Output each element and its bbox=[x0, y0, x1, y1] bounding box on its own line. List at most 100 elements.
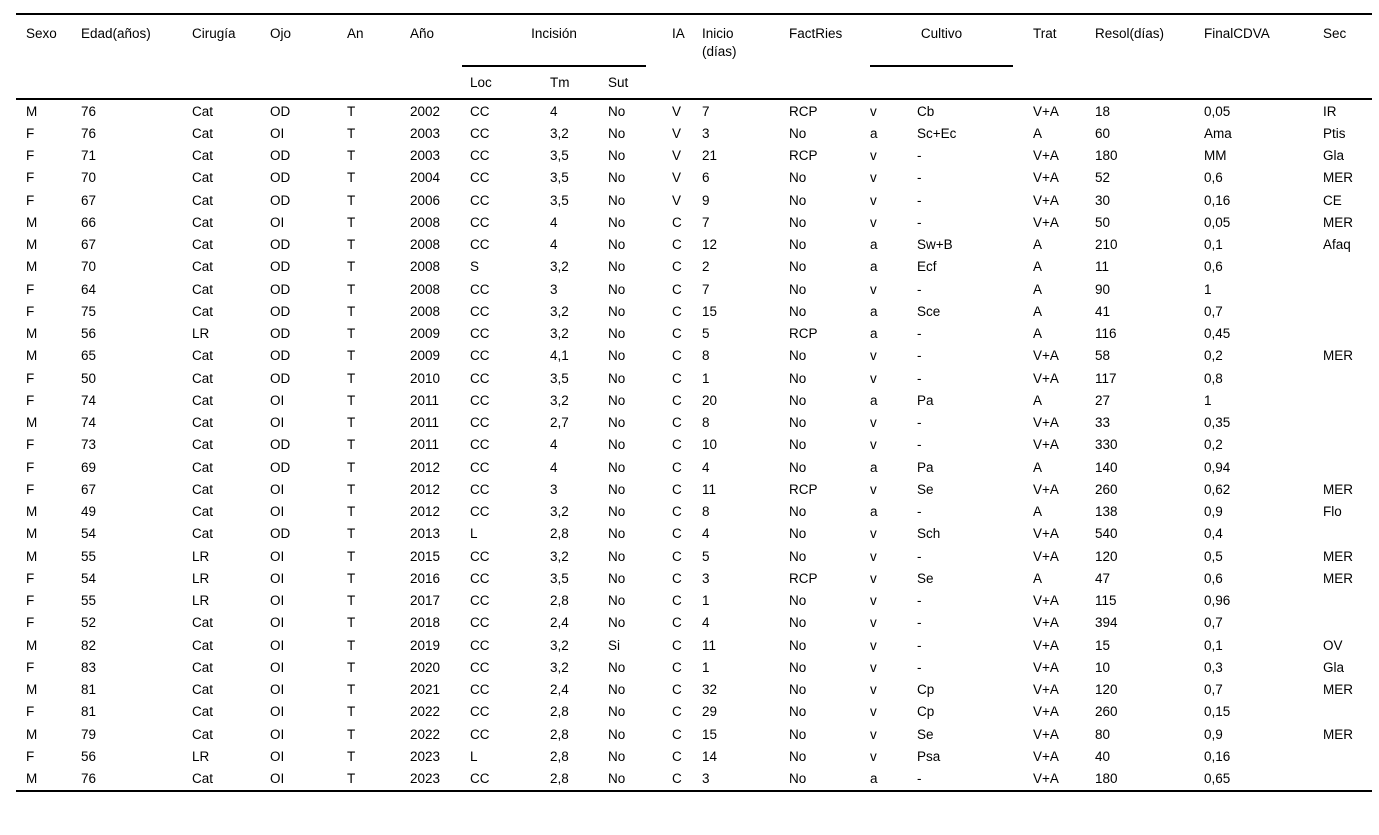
cell-cirugia: Cat bbox=[192, 726, 214, 742]
cell-ano: 2011 bbox=[410, 415, 440, 431]
cell-factries: No bbox=[789, 726, 807, 742]
cell-ano: 2022 bbox=[410, 726, 441, 742]
cell-an: T bbox=[347, 481, 356, 497]
cell-sut: No bbox=[608, 148, 626, 164]
cell-cultivo_org: Pa bbox=[917, 459, 934, 475]
cell-ia: C bbox=[672, 481, 682, 497]
cell-factries: No bbox=[789, 170, 807, 186]
cell-cultivo_org: - bbox=[917, 148, 922, 164]
cell-ano: 2010 bbox=[410, 370, 441, 386]
cell-edad: 73 bbox=[81, 437, 97, 453]
cell-factries: No bbox=[789, 415, 807, 431]
cell-inicio: 5 bbox=[702, 548, 710, 564]
cell-cultivo_va: v bbox=[870, 481, 877, 497]
cell-inicio: 15 bbox=[702, 303, 718, 319]
cell-cultivo_org: Sch bbox=[917, 526, 941, 542]
col-group-cultivo: Cultivo bbox=[860, 14, 1023, 67]
cell-sut: No bbox=[608, 548, 626, 564]
cell-cultivo_org: Se bbox=[917, 570, 934, 586]
cell-trat: A bbox=[1033, 392, 1043, 408]
cell-ia: C bbox=[672, 771, 682, 787]
cell-an: T bbox=[347, 370, 356, 386]
cell-finalcdva: 0,2 bbox=[1204, 437, 1223, 453]
cell-resol: 540 bbox=[1095, 526, 1118, 542]
cell-sexo: F bbox=[26, 659, 35, 675]
cell-ia: C bbox=[672, 326, 682, 342]
cell-trat: A bbox=[1033, 504, 1043, 520]
cell-loc: CC bbox=[470, 392, 490, 408]
col-header-tm: Tm bbox=[550, 75, 570, 90]
cell-sexo: F bbox=[26, 481, 35, 497]
cell-cultivo_org: Sce bbox=[917, 303, 941, 319]
cell-cirugia: Cat bbox=[192, 504, 214, 520]
cell-sexo: M bbox=[26, 326, 38, 342]
cell-loc: CC bbox=[470, 125, 490, 141]
cell-sec: Afaq bbox=[1323, 237, 1351, 253]
cell-trat: V+A bbox=[1033, 437, 1059, 453]
table-row: M 66 Cat OI T 2008 CC 4 No C 7 No v - V+A 50 0,05 MER bbox=[16, 211, 1372, 233]
cell-sexo: M bbox=[26, 259, 38, 275]
incision-group-label: Incisión bbox=[531, 26, 577, 41]
cell-cultivo_va: a bbox=[870, 237, 878, 253]
cell-sec: MER bbox=[1323, 570, 1353, 586]
cell-cultivo_va: v bbox=[870, 593, 877, 609]
cell-tm: 3,2 bbox=[550, 548, 569, 564]
cell-sut: No bbox=[608, 593, 626, 609]
cell-inicio: 21 bbox=[702, 148, 718, 164]
cell-ia: V bbox=[672, 170, 682, 186]
cell-ojo: OI bbox=[270, 415, 285, 431]
cell-sexo: F bbox=[26, 281, 35, 297]
cell-ia: C bbox=[672, 659, 682, 675]
cell-edad: 50 bbox=[81, 370, 97, 386]
cell-cirugia: Cat bbox=[192, 392, 214, 408]
cell-trat: V+A bbox=[1033, 415, 1059, 431]
cell-factries: No bbox=[789, 504, 807, 520]
cell-finalcdva: 0,9 bbox=[1204, 726, 1223, 742]
cell-sec bbox=[1313, 367, 1372, 389]
cell-resol: 330 bbox=[1095, 437, 1118, 453]
data-table: Sexo Edad(años) Cirugía Ojo An Año Incis… bbox=[16, 13, 1372, 792]
cell-resol: 15 bbox=[1095, 637, 1111, 653]
cell-finalcdva: 0,3 bbox=[1204, 659, 1223, 675]
table-row: M 67 Cat OD T 2008 CC 4 No C 12 No a Sw+B A 210 0,1 Afaq bbox=[16, 234, 1372, 256]
cell-cirugia: Cat bbox=[192, 615, 214, 631]
cell-sec bbox=[1313, 523, 1372, 545]
cell-cultivo_org: Se bbox=[917, 481, 934, 497]
cell-edad: 83 bbox=[81, 659, 97, 675]
cell-ia: V bbox=[672, 103, 682, 119]
cell-tm: 2,4 bbox=[550, 615, 569, 631]
cell-tm: 3 bbox=[550, 281, 558, 297]
cell-sut: No bbox=[608, 125, 626, 141]
cell-factries: No bbox=[789, 348, 807, 364]
cell-ojo: OD bbox=[270, 348, 291, 364]
cell-ano: 2015 bbox=[410, 548, 441, 564]
cell-tm: 3,2 bbox=[550, 504, 569, 520]
cell-ojo: OI bbox=[270, 771, 285, 787]
cell-an: T bbox=[347, 303, 356, 319]
cell-tm: 4 bbox=[550, 459, 558, 475]
cell-cirugia: Cat bbox=[192, 281, 214, 297]
cell-an: T bbox=[347, 637, 356, 653]
cell-cirugia: Cat bbox=[192, 370, 214, 386]
cell-cultivo_org: - bbox=[917, 637, 922, 653]
cell-ano: 2008 bbox=[410, 303, 441, 319]
cell-ia: C bbox=[672, 615, 682, 631]
cell-loc: S bbox=[470, 259, 480, 275]
cell-sut: No bbox=[608, 214, 626, 230]
header-row-sub: Loc Tm Sut bbox=[16, 67, 1372, 99]
cell-ano: 2003 bbox=[410, 125, 441, 141]
cell-cirugia: Cat bbox=[192, 659, 214, 675]
cell-finalcdva: 0,6 bbox=[1204, 170, 1223, 186]
cell-cirugia: Cat bbox=[192, 526, 214, 542]
cell-cultivo_va: a bbox=[870, 259, 878, 275]
cell-sut: No bbox=[608, 281, 626, 297]
cell-cirugia: Cat bbox=[192, 704, 214, 720]
cell-inicio: 32 bbox=[702, 682, 718, 698]
col-header-inicio-line1: Inicio bbox=[702, 26, 734, 41]
cell-ia: V bbox=[672, 148, 682, 164]
cell-trat: V+A bbox=[1033, 214, 1059, 230]
cell-cultivo_org: - bbox=[917, 170, 922, 186]
cell-resol: 120 bbox=[1095, 548, 1118, 564]
cell-sec bbox=[1313, 590, 1372, 612]
cell-edad: 71 bbox=[81, 148, 97, 164]
